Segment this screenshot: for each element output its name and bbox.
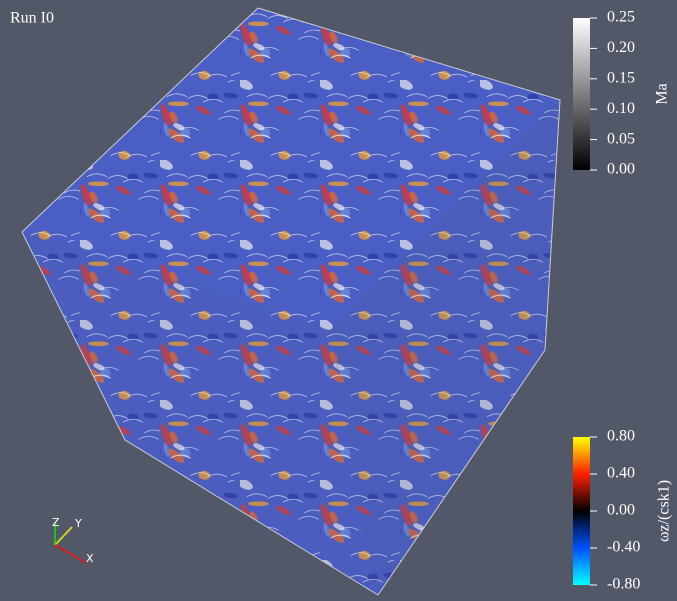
triad-label: Z [52,516,60,529]
tick-label: -0.80 [607,576,640,593]
colorbar-label: ωz/(csk1) [656,480,673,542]
triad-label: X [86,552,94,565]
axes-triad: Z Y X [52,516,94,565]
y-axis [55,527,72,545]
tick-label: 0.10 [607,100,635,117]
tick-label: 0.80 [607,428,635,445]
cube [22,8,560,595]
scene: Run I0 Z Y X 0.25 0.20 0.15 0.10 0.05 0.00 Ma 0… [0,0,677,601]
colorbar [573,437,590,585]
title: Run I0 [10,10,54,27]
tick-label: 0.00 [607,502,635,519]
tick-label: 0.00 [607,161,635,178]
colorbar [573,18,590,170]
tick-label: 0.25 [607,9,635,26]
colorbar-label: Ma [654,83,671,104]
triad-label: Y [74,517,82,530]
x-axis [55,545,86,563]
tick-label: 0.15 [607,69,635,86]
page: {"title": "Run I0", "colorbars": [ {"lab… [0,0,677,601]
tick-label: -0.40 [607,539,640,556]
tick-label: 0.20 [607,39,635,56]
tick-label: 0.05 [607,130,635,147]
tick-label: 0.40 [607,465,635,482]
